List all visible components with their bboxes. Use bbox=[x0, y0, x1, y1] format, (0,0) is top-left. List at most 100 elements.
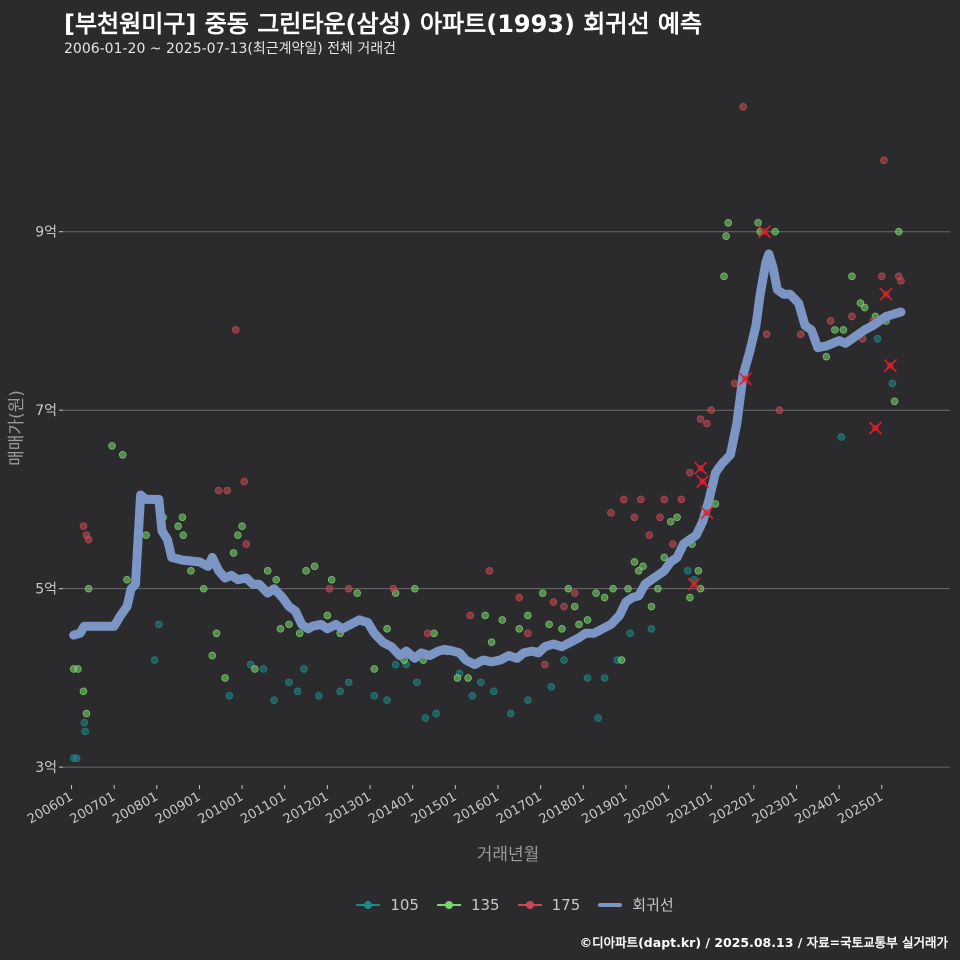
x-tick-label: 200901 bbox=[153, 789, 203, 827]
point-175 bbox=[775, 406, 784, 414]
point-135 bbox=[174, 522, 182, 531]
point-175 bbox=[214, 486, 223, 495]
point-135 bbox=[327, 575, 336, 584]
point-135 bbox=[666, 517, 675, 526]
point-175 bbox=[897, 276, 905, 285]
point-135 bbox=[515, 625, 524, 633]
point-175 bbox=[880, 156, 888, 165]
legend-item-135: 135 bbox=[436, 896, 500, 914]
point-105 bbox=[626, 629, 634, 638]
chart-subtitle: 2006-01-20 ~ 2025-07-13(최근계약일) 전체 거래건 bbox=[64, 41, 396, 57]
point-135 bbox=[212, 629, 221, 638]
point-175 bbox=[607, 509, 615, 517]
point-135 bbox=[860, 303, 869, 312]
point-135 bbox=[179, 531, 188, 539]
x-tick-label: 201601 bbox=[451, 789, 501, 827]
point-135 bbox=[276, 625, 285, 633]
point-175 bbox=[242, 540, 251, 548]
point-105 bbox=[413, 678, 421, 687]
cancelled-marker bbox=[757, 225, 772, 239]
point-175 bbox=[84, 535, 93, 544]
x-tick-label: 201701 bbox=[494, 789, 544, 827]
point-135 bbox=[890, 397, 899, 406]
point-135 bbox=[229, 549, 238, 557]
point-105 bbox=[506, 709, 515, 718]
x-tick-label: 202501 bbox=[835, 789, 885, 827]
point-135 bbox=[199, 584, 208, 593]
point-105 bbox=[468, 691, 477, 700]
point-105 bbox=[300, 665, 308, 673]
cancelled-marker bbox=[693, 461, 708, 475]
x-tick-label: 201901 bbox=[579, 789, 629, 827]
point-175 bbox=[703, 419, 711, 428]
point-135 bbox=[538, 589, 547, 597]
point-135 bbox=[660, 553, 669, 562]
point-135 bbox=[839, 326, 848, 334]
point-135 bbox=[383, 625, 391, 633]
point-135 bbox=[545, 620, 553, 629]
point-135 bbox=[720, 272, 728, 281]
point-135 bbox=[79, 687, 88, 696]
x-tick-label: 201401 bbox=[366, 789, 416, 827]
point-135 bbox=[575, 620, 583, 629]
point-135 bbox=[142, 531, 150, 539]
point-135 bbox=[686, 593, 694, 602]
point-135 bbox=[123, 575, 131, 584]
point-135 bbox=[370, 665, 379, 673]
point-135 bbox=[295, 629, 304, 638]
legend-item-105: 105 bbox=[356, 896, 419, 914]
point-135 bbox=[118, 451, 127, 459]
point-175 bbox=[549, 598, 558, 606]
point-135 bbox=[263, 567, 272, 575]
point-105 bbox=[155, 620, 163, 629]
point-135 bbox=[108, 442, 116, 450]
point-135 bbox=[84, 584, 93, 593]
point-175 bbox=[877, 272, 886, 281]
point-105 bbox=[647, 625, 656, 633]
point-135 bbox=[600, 593, 609, 602]
point-175 bbox=[739, 102, 747, 111]
point-135 bbox=[654, 584, 662, 593]
point-135 bbox=[481, 611, 489, 620]
point-135 bbox=[630, 558, 639, 566]
point-175 bbox=[660, 495, 669, 504]
grid-lines bbox=[63, 231, 950, 768]
point-135 bbox=[570, 602, 579, 611]
legend-label: 회귀선 bbox=[632, 896, 674, 914]
point-135 bbox=[411, 584, 419, 593]
point-175 bbox=[707, 406, 715, 414]
point-105 bbox=[583, 674, 592, 682]
point-105 bbox=[421, 714, 430, 722]
point-105 bbox=[600, 674, 609, 682]
point-175 bbox=[637, 495, 645, 504]
point-175 bbox=[730, 379, 739, 388]
point-135 bbox=[696, 584, 705, 593]
source-footer: ©디아파트(dapt.kr) / 2025.08.13 / 자료=국토교통부 실… bbox=[579, 935, 948, 950]
point-175 bbox=[696, 415, 705, 423]
x-axis-title: 거래년월 bbox=[477, 845, 540, 865]
point-105 bbox=[270, 696, 278, 705]
legend-label: 105 bbox=[390, 895, 419, 914]
point-105 bbox=[383, 696, 391, 705]
point-135 bbox=[272, 575, 281, 584]
point-105 bbox=[594, 714, 602, 722]
point-105 bbox=[432, 709, 440, 718]
point-175 bbox=[231, 326, 240, 334]
data-points bbox=[69, 102, 905, 763]
cancelled-marker bbox=[696, 475, 710, 489]
point-135 bbox=[178, 513, 187, 522]
cancelled-marker bbox=[738, 372, 752, 386]
point-175 bbox=[826, 317, 835, 325]
point-135 bbox=[487, 638, 496, 647]
cancelled-markers bbox=[687, 225, 897, 591]
legend-swatch bbox=[436, 899, 461, 911]
point-105 bbox=[259, 665, 268, 673]
point-175 bbox=[485, 567, 494, 575]
point-175 bbox=[541, 660, 549, 669]
point-135 bbox=[453, 674, 462, 682]
point-135 bbox=[208, 651, 217, 660]
point-105 bbox=[560, 656, 568, 664]
point-175 bbox=[677, 495, 686, 504]
point-105 bbox=[72, 754, 81, 763]
point-135 bbox=[822, 352, 831, 361]
